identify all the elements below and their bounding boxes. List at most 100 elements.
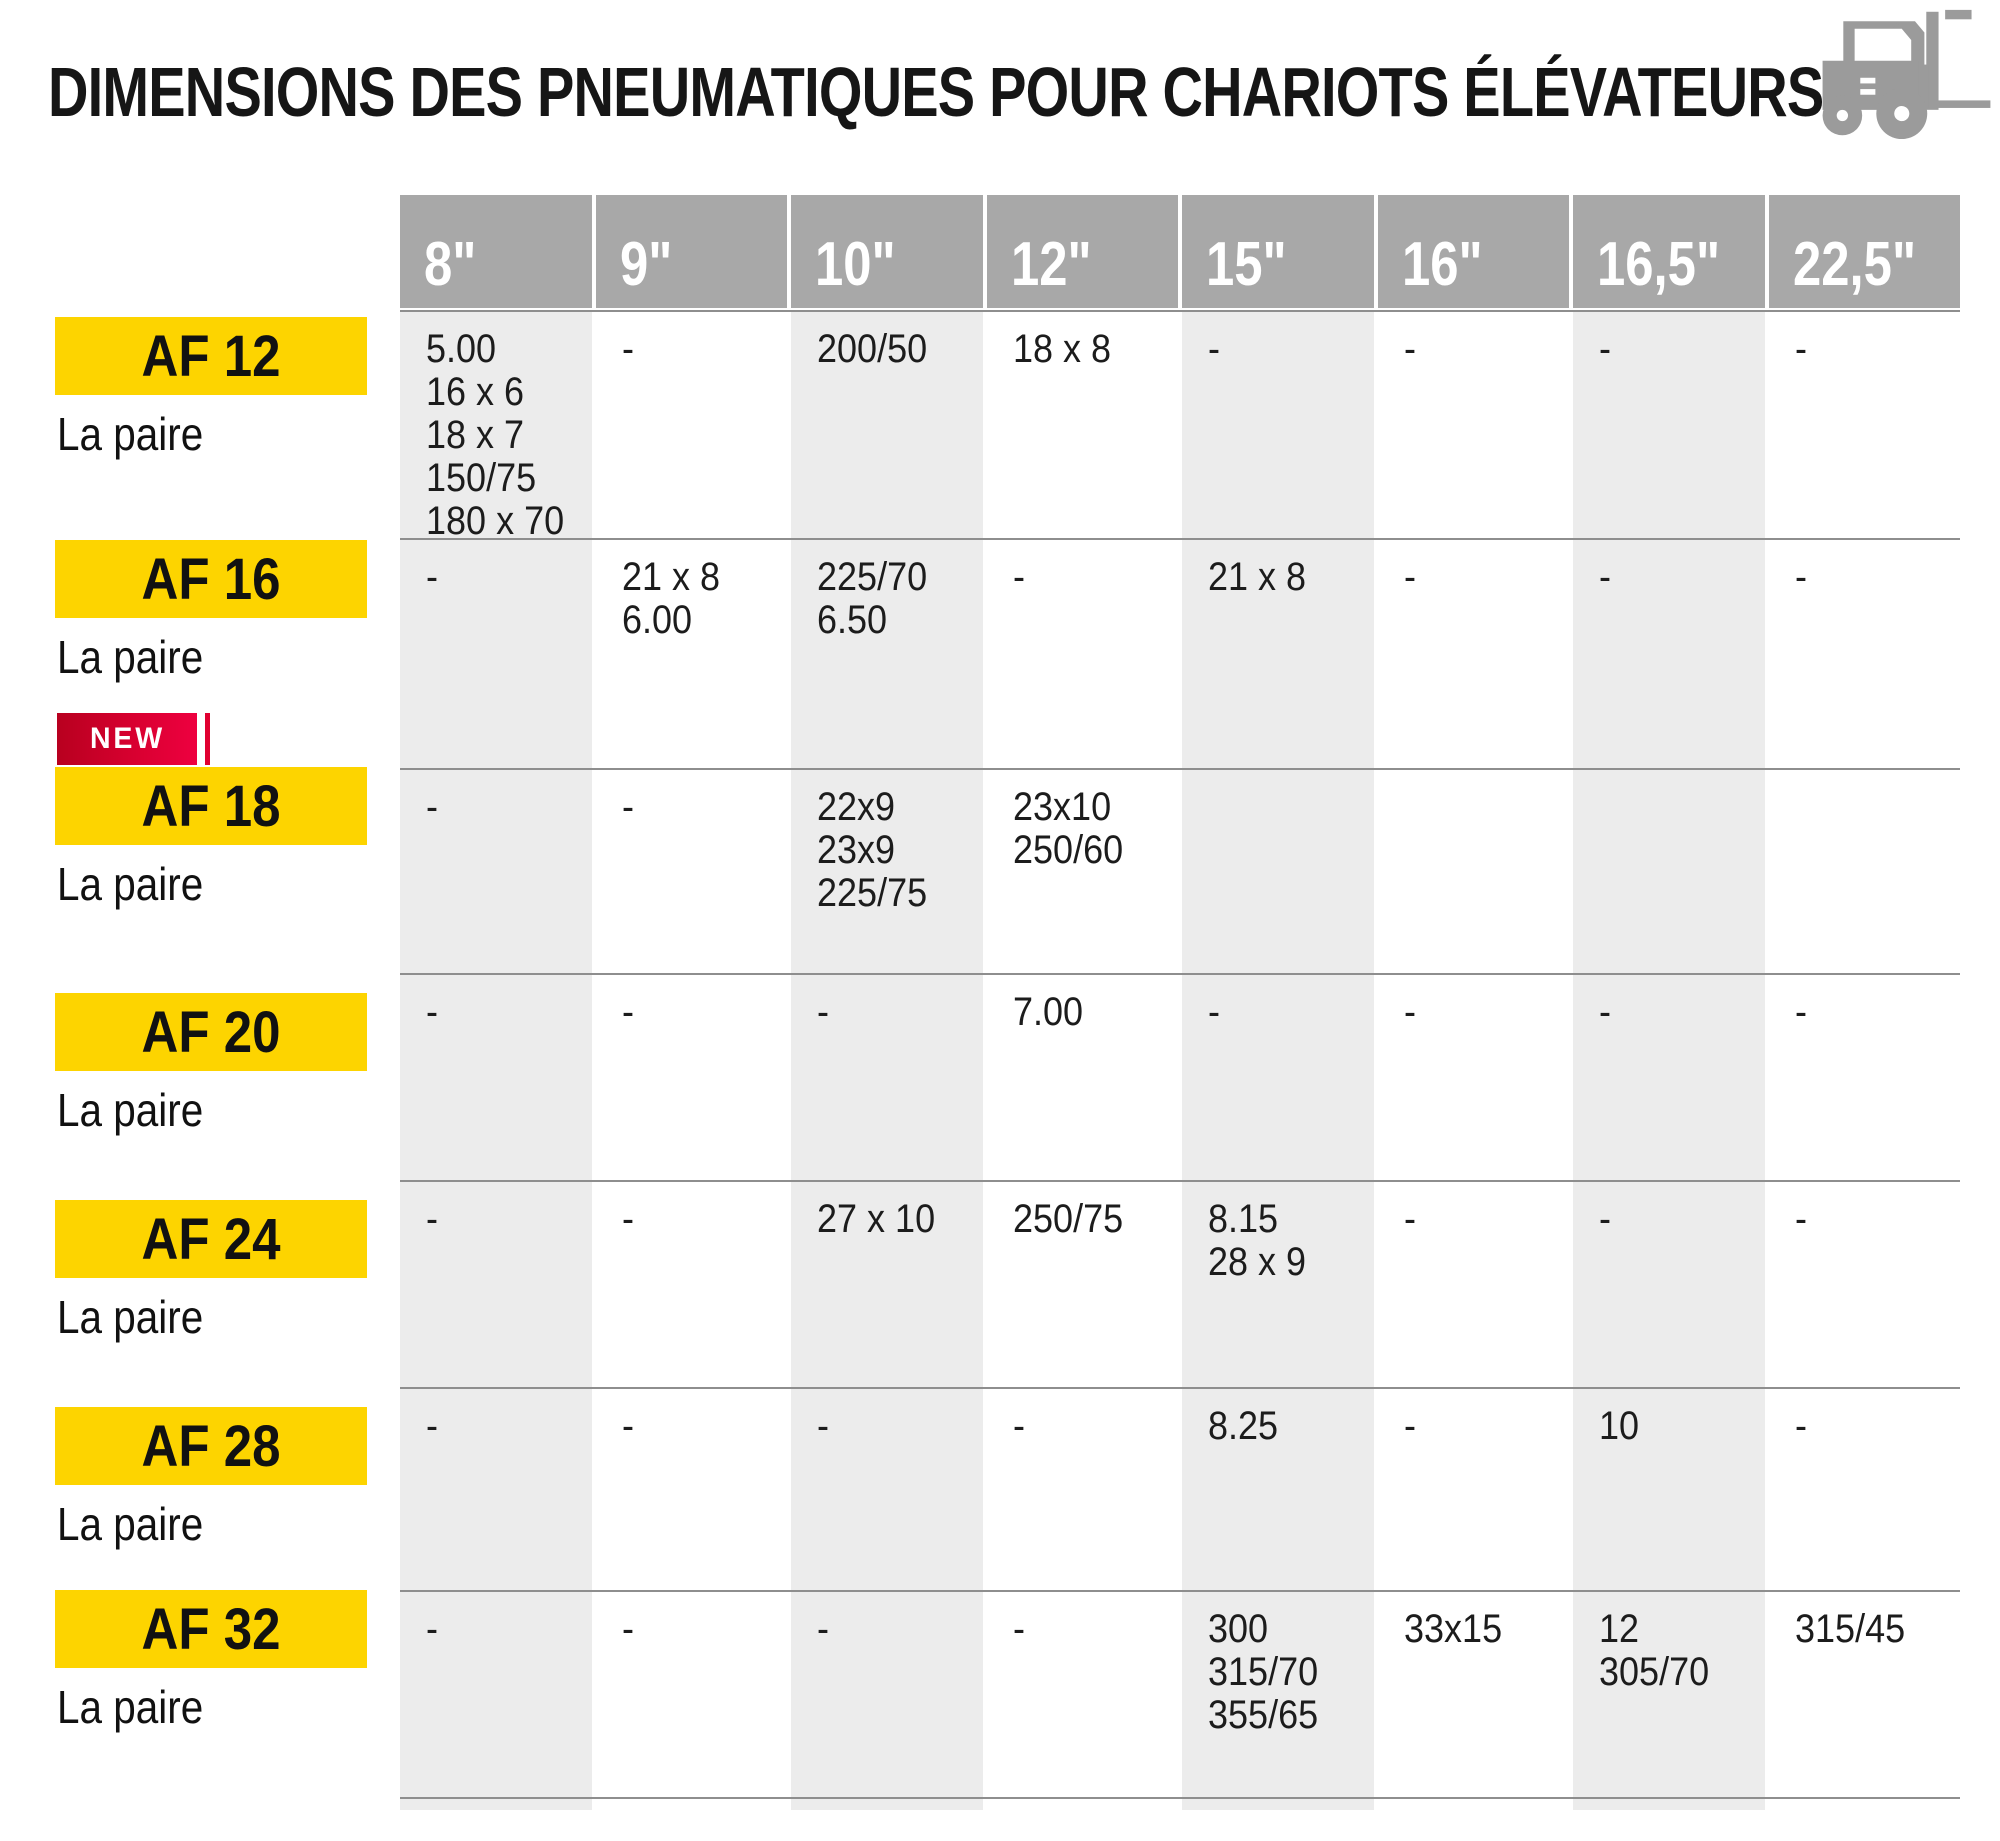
cell-value: 18 x 8: [1012, 327, 1111, 371]
table-cell: -: [400, 540, 592, 768]
cell-values: -: [426, 786, 568, 829]
table-cell: -: [1378, 1182, 1570, 1387]
cell-value: -: [1794, 990, 1807, 1034]
cell-value: -: [1794, 1404, 1807, 1448]
cell-value: -: [426, 990, 438, 1034]
cell-values: -: [1013, 556, 1155, 599]
table-cell: -: [1769, 312, 1961, 538]
product-badge-af-24: AF 24: [55, 1200, 367, 1278]
cell-value: -: [1012, 1607, 1025, 1651]
table-cell-empty: [987, 1799, 1179, 1810]
cell-values: 23x10 250/60: [1013, 786, 1155, 872]
cell-values: -: [1404, 556, 1546, 599]
cell-values: -: [1013, 1405, 1155, 1448]
table-cell: [1182, 770, 1374, 973]
table-cell: -: [791, 1389, 983, 1590]
table-cell: 300 315/70 355/65: [1182, 1592, 1374, 1797]
cell-value: -: [1012, 1404, 1025, 1448]
cell-value: 180 x 70: [426, 499, 565, 543]
new-badge-label: NEW: [89, 722, 165, 755]
table-cell: [1573, 770, 1765, 973]
cell-values: -: [426, 1608, 568, 1651]
table-cell: -: [1769, 1389, 1961, 1590]
cell-values: 200/50: [817, 328, 959, 371]
cell-value: 33x15: [1403, 1607, 1502, 1651]
table-cell: 21 x 8: [1182, 540, 1374, 768]
table-cell: -: [1573, 1182, 1765, 1387]
cell-value: -: [621, 785, 634, 829]
column-header-12: 12": [986, 195, 1178, 308]
cell-value: 200/50: [817, 327, 928, 371]
cell-values: 10: [1599, 1405, 1741, 1448]
column-header-label: 8": [424, 230, 477, 299]
cell-value: 10: [1599, 1404, 1640, 1448]
cell-value: -: [426, 1404, 438, 1448]
cell-values: -: [1404, 328, 1546, 371]
table-cell: -: [400, 1389, 592, 1590]
cell-value: -: [817, 1404, 829, 1448]
cell-values: -: [817, 1405, 959, 1448]
table-cell: 8.15 28 x 9: [1182, 1182, 1374, 1387]
cell-values: 225/70 6.50: [817, 556, 959, 642]
table-cell: -: [1573, 975, 1765, 1180]
product-badge-af-32: AF 32: [55, 1590, 367, 1668]
cell-value: -: [1208, 990, 1220, 1034]
table-cell: -: [1182, 312, 1374, 538]
column-header-225: 22,5": [1768, 195, 1960, 308]
cell-value: -: [1403, 555, 1416, 599]
table-row-af-28: - - - - 8.25 - 10 -: [400, 1387, 1960, 1590]
product-caption: La paire: [57, 1291, 204, 1343]
table-cell: -: [1378, 312, 1570, 538]
cell-values: -: [1599, 556, 1741, 599]
cell-values: -: [622, 328, 764, 371]
table-cell: 23x10 250/60: [987, 770, 1179, 973]
table-cell: 315/45: [1769, 1592, 1961, 1797]
cell-values: 315/45: [1795, 1608, 1937, 1651]
new-badge: NEW: [57, 713, 197, 765]
cell-value: 8.25: [1208, 1404, 1279, 1448]
table-bottom-border: [400, 1797, 1960, 1810]
cell-values: -: [622, 991, 764, 1034]
table-cell-empty: [1378, 1799, 1570, 1810]
cell-values: -: [1208, 991, 1350, 1034]
cell-value: -: [426, 1197, 438, 1241]
table-cell: 18 x 8: [987, 312, 1179, 538]
cell-value: -: [817, 990, 829, 1034]
cell-value: -: [1599, 1197, 1611, 1241]
table-cell: -: [1182, 975, 1374, 1180]
product-badge-af-20: AF 20: [55, 993, 367, 1071]
table-cell: -: [400, 975, 592, 1180]
size-table: 8" 9" 10" 12" 15" 16" 16,5" 22,5" 5.00 16 x 6 18 …: [400, 195, 1960, 1810]
cell-value: -: [1208, 327, 1220, 371]
cell-value: 18 x 7: [426, 413, 525, 457]
table-cell: -: [400, 1592, 592, 1797]
table-row-af-20: - - - 7.00 - - - -: [400, 973, 1960, 1180]
table-cell: -: [987, 1389, 1179, 1590]
column-header-165: 16,5": [1573, 195, 1765, 308]
cell-value: 150/75: [426, 456, 537, 500]
cell-value: 355/65: [1208, 1693, 1319, 1737]
cell-values: -: [1599, 1198, 1741, 1241]
column-header-label: 12": [1010, 230, 1092, 299]
table-cell: -: [1378, 540, 1570, 768]
table-cell: -: [400, 770, 592, 973]
cell-value: -: [621, 1404, 634, 1448]
table-cell: -: [400, 1182, 592, 1387]
cell-values: -: [1599, 328, 1741, 371]
table-cell: 200/50: [791, 312, 983, 538]
product-caption: La paire: [57, 1498, 204, 1550]
table-cell: 27 x 10: [791, 1182, 983, 1387]
cell-value: -: [426, 555, 438, 599]
cell-values: 300 315/70 355/65: [1208, 1608, 1350, 1737]
cell-value: -: [621, 1607, 634, 1651]
table-cell: [1378, 770, 1570, 973]
cell-values: -: [1208, 328, 1350, 371]
cell-value: -: [621, 1197, 634, 1241]
column-header-15: 15": [1182, 195, 1374, 308]
table-cell: 22x9 23x9 225/75: [791, 770, 983, 973]
cell-values: 8.25: [1208, 1405, 1350, 1448]
product-name: AF 20: [141, 999, 281, 1065]
table-cell: -: [596, 1182, 788, 1387]
cell-value: 21 x 8: [1208, 555, 1307, 599]
cell-value: 22x9: [817, 785, 896, 829]
